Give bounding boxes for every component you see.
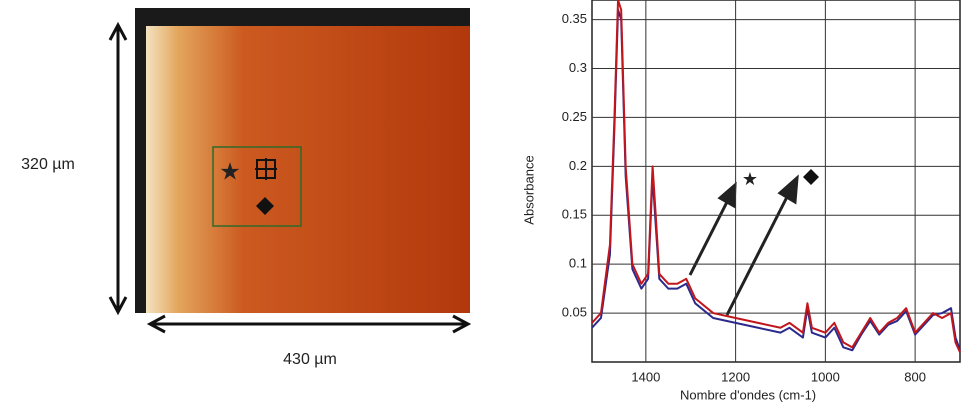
width-arrow [146,314,472,334]
x-tick-label: 800 [904,369,926,384]
roi [212,146,302,227]
micrograph: ★ 320 µm 430 µm [21,8,472,368]
x-tick-label: 1200 [721,369,750,384]
y-tick-label: 0.2 [569,158,587,173]
x-tick-label: 1400 [631,369,660,384]
y-tick-label: 0.25 [562,109,587,124]
spectrum-line [591,0,961,353]
x-axis-label: Nombre d'ondes (cm-1) [680,387,816,402]
y-tick-label: 0.35 [562,11,587,26]
image [146,26,470,313]
square-cross [255,158,277,180]
y-tick-label: 0.1 [569,256,587,271]
y-tick-label: 0.05 [562,305,587,320]
spectrum-chart: Nombre d'ondes (cm-1) Absorbance ★ [521,0,961,402]
diamond-symbol [803,169,819,185]
height-label: 320 µm [21,156,75,173]
star-symbol: ★ [742,169,758,189]
height-arrow [108,21,128,316]
y-tick-label: 0.15 [562,207,587,222]
y-axis-label: Absorbance [521,155,536,224]
plot-frame [591,0,961,363]
star-marker: ★ [219,158,241,185]
spectrum-line [591,8,961,352]
arrows [688,174,799,316]
y-tick-label: 0.3 [569,60,587,75]
diamond-marker [256,197,274,215]
width-label: 430 µm [283,351,337,368]
x-tick-label: 1000 [811,369,840,384]
